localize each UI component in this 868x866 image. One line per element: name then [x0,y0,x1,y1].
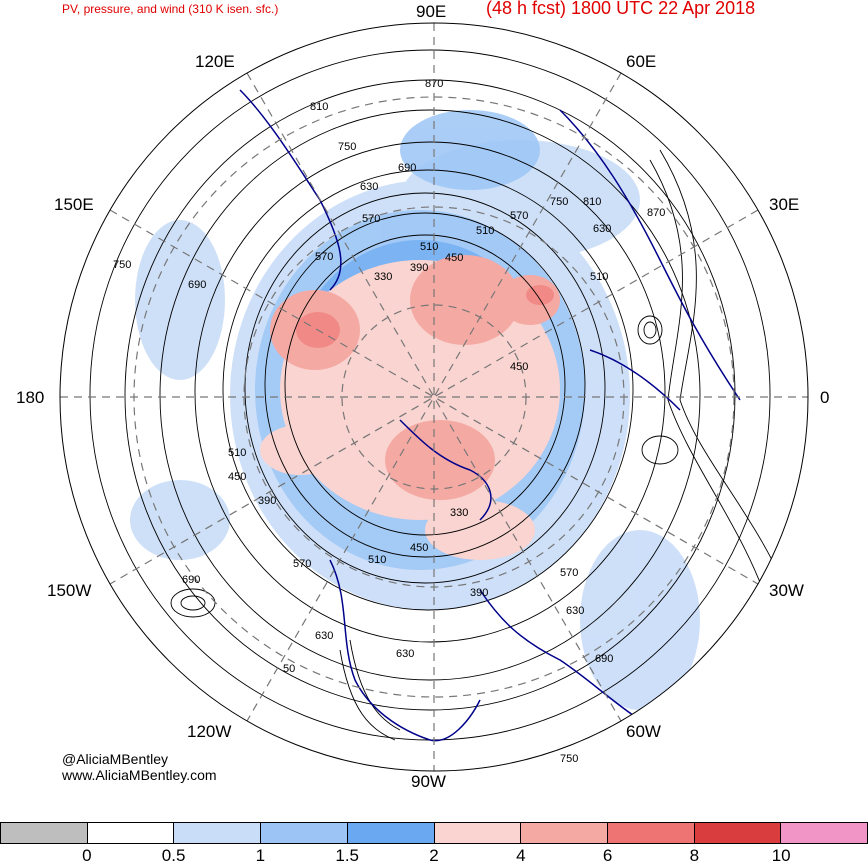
lon-label-60w: 60W [626,722,661,741]
lon-label-150w: 150W [47,581,92,600]
pv-colorbar [0,822,868,844]
colorbar-segment [694,823,782,843]
lon-label-90e: 90E [416,2,447,21]
map-boundary [59,22,809,772]
lon-label-120e: 120E [195,52,235,71]
lon-label-180: 180 [16,388,45,407]
credit-handle: @AliciaMBentley [62,751,169,767]
lon-label-0: 0 [820,388,830,407]
colorbar-segment [174,823,262,843]
colorbar-tick-label: 8 [689,846,700,865]
contour-label: 510 [228,447,246,459]
contour-label: 450 [228,471,246,483]
colorbar-segment [87,823,175,843]
contour-label: 750 [338,141,356,153]
contour-labels: 870 810 750 690 630 570 510 450 390 330 … [113,78,665,765]
contour-label: 630 [396,648,414,660]
contour-label: 630 [566,605,584,617]
contour-label: 390 [258,495,276,507]
contour-label: 690 [188,279,206,291]
contour-label: 750 [113,259,131,271]
lon-label-30w: 30W [769,581,804,600]
colorbar-tick-label: 4 [516,846,526,865]
contour-label: 870 [425,78,443,90]
contour-label: 630 [315,630,333,642]
colorbar-segment [347,823,435,843]
contour-label: 50 [283,663,295,675]
contour-label: 750 [560,753,578,765]
coastlines [239,89,741,742]
contour-label: 570 [293,558,311,570]
colorbar-tick-label: 6 [602,846,613,865]
colorbar-tick-label: 0 [82,846,92,865]
contour-label: 810 [310,101,328,113]
lon-label-90w: 90W [411,772,446,791]
colorbar-segment [521,823,608,843]
contour-label: 570 [510,210,528,222]
contour-label: 570 [315,251,333,263]
product-title: PV, pressure, and wind (310 K isen. sfc.… [62,2,279,16]
pv-shading-strat [260,255,560,560]
colorbar-tick-label: 1 [255,846,266,865]
contour-label: 690 [398,162,416,174]
colorbar-segment [261,823,348,843]
lon-label-30e: 30E [769,195,800,214]
colorbar-tick-label: 0.5 [161,846,186,865]
contour-label: 450 [445,252,463,264]
contour-label: 750 [550,196,568,208]
colorbar-tick-label: 1.5 [335,846,360,865]
contour-label: 330 [374,271,392,283]
contour-label: 390 [410,262,428,274]
contour-label: 630 [360,181,378,193]
colorbar-segment [1,823,88,843]
lon-label-150e: 150E [54,195,94,214]
colorbar-segment [607,823,695,843]
polar-stereographic-map: 870 810 750 690 630 570 510 450 390 330 … [59,22,809,772]
colorbar-segment [434,823,522,843]
contour-label: 690 [182,574,200,586]
colorbar-tick-label: 2 [429,846,439,865]
contour-label: 450 [410,542,428,554]
contour-label: 330 [450,507,468,519]
forecast-time-title: (48 h fcst) 1800 UTC 22 Apr 2018 [486,0,756,18]
contour-label: 870 [647,207,665,219]
contour-label: 690 [595,653,613,665]
contour-label: 810 [583,196,601,208]
contour-label: 510 [590,271,608,283]
contour-label: 570 [560,567,578,579]
lon-label-120w: 120W [187,722,232,741]
contour-label: 510 [476,225,494,237]
credit-website: www.AliciaMBentley.com [62,767,217,783]
graticule [60,23,808,771]
contour-label: 390 [470,587,488,599]
contour-label: 630 [593,223,611,235]
contour-label: 510 [368,554,386,566]
contour-label: 450 [510,361,528,373]
contour-label: 570 [362,213,380,225]
lon-label-60e: 60E [626,52,657,71]
colorbar-segment [781,823,868,843]
contour-label: 510 [420,241,438,253]
colorbar-tick-label: 10 [771,846,791,865]
